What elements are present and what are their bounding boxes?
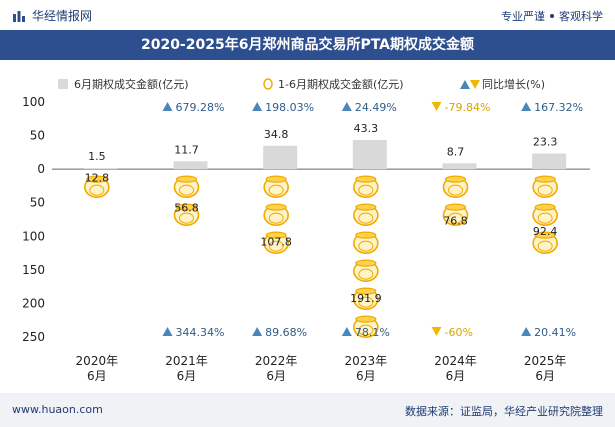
growth-label: -60% [445,326,473,339]
bar-mark [352,140,387,170]
tagline: 专业严谨 客观科学 [501,8,603,24]
footer-source: 数据来源：证监局，华经产业研究院整理 [405,405,603,418]
y-tick-label: 0 [37,162,45,176]
y-tick-label: 150 [22,263,45,277]
growth-label: 78.1% [355,326,390,339]
coin-mark-icon [442,203,469,226]
growth-label: 344.34% [176,326,225,339]
pictorial-value-label: 191.9 [350,292,382,305]
bar-value-label: 43.3 [354,122,379,135]
bar-value-label: 8.7 [447,145,465,158]
legend-bar-swatch [58,79,68,89]
pictorial-value-label: 12.8 [85,172,110,185]
x-tick-label: 6月 [266,369,286,383]
y-axis: 100500501001502002502020年6月2021年6月2022年6… [22,95,590,383]
coin-mark-icon [353,259,379,282]
coin-mark-icon [173,203,200,226]
legend-down-triangle-icon [470,80,480,89]
legend-growth-label: 同比增长(%) [482,77,545,91]
growth-down-triangle-icon [431,327,442,336]
chart-title: 2020-2025年6月郑州商品交易所PTA期权成交金额 [0,30,615,60]
chart-marks: 1.5 12.8 11.7 56.8 679.28% 344.34% 34.8 107.8 19… [83,101,583,339]
chart: 6月期权成交金额(亿元) 1-6月期权成交金额(亿元) 同比增长(%) 100 50 0… [22,77,590,383]
tagline-left: 专业严谨 [501,10,545,23]
growth-up-triangle-icon [341,327,352,336]
tagline-right: 客观科学 [559,10,603,23]
x-tick-label: 6月 [177,369,197,383]
bar-mark [442,163,477,170]
growth-label: 679.28% [176,101,225,114]
bar-mark [173,161,208,170]
growth-up-triangle-icon [162,102,173,111]
coin-mark-icon [353,231,379,254]
footer: www.huaon.com 数据来源：证监局，华经产业研究院整理 [0,393,615,427]
bar-value-label: 23.3 [533,135,558,148]
bar-mark [83,168,118,170]
legend-coin-icon [263,78,273,90]
bar-mark [532,153,567,170]
x-tick-label: 6月 [446,369,466,383]
coin-mark-icon [263,175,289,198]
y-tick-label: 100 [22,95,45,109]
coin-mark-icon [173,175,200,198]
coin-mark-icon [84,175,110,198]
legend-pictorial-label: 1-6月期权成交金额(亿元) [278,77,404,91]
growth-label: 20.41% [534,326,576,339]
pictorial-value-label: 56.8 [174,201,199,214]
bar-mark [263,145,298,170]
coin-mark-icon [263,203,289,226]
y-tick-label: 100 [22,229,45,243]
growth-label: -79.84% [445,101,491,114]
legend: 6月期权成交金额(亿元) 1-6月期权成交金额(亿元) 同比增长(%) [58,77,545,91]
growth-label: 198.03% [265,101,314,114]
coin-mark-icon [353,203,379,226]
footer-site[interactable]: www.huaon.com [12,403,103,416]
x-tick-label: 2025年 [524,354,567,368]
y-tick-label: 50 [30,129,45,143]
pictorial-value-label: 76.8 [443,215,468,228]
top-bar: 华经情报网 专业严谨 客观科学 [0,0,615,30]
growth-label: 89.68% [265,326,307,339]
x-tick-label: 2020年 [76,354,119,368]
coin-mark-icon [532,203,558,226]
growth-label: 167.32% [534,101,583,114]
growth-up-triangle-icon [521,327,532,336]
growth-up-triangle-icon [341,102,352,111]
y-tick-label: 200 [22,296,45,310]
growth-label: 24.49% [355,101,397,114]
x-tick-label: 2023年 [345,354,388,368]
legend-up-triangle-icon [460,80,470,89]
growth-up-triangle-icon [252,327,263,336]
legend-bar-label: 6月期权成交金额(亿元) [74,77,189,91]
pictorial-value-label: 92.4 [533,225,558,238]
separator-dot-icon [550,14,554,18]
coin-mark-icon [353,175,379,198]
brand-name: 华经情报网 [32,9,93,23]
x-tick-label: 2024年 [434,354,477,368]
y-tick-label: 50 [30,196,45,210]
coin-mark-icon [532,231,558,254]
x-tick-label: 6月 [356,369,376,383]
coin-mark-icon [532,175,558,198]
coin-mark-icon [353,287,379,310]
brand-logo-icon [13,10,25,22]
coin-mark-icon [442,175,469,198]
growth-down-triangle-icon [431,102,442,111]
coin-mark-icon [263,231,289,254]
y-tick-label: 250 [22,330,45,344]
bar-value-label: 11.7 [174,143,199,156]
growth-up-triangle-icon [162,327,173,336]
growth-up-triangle-icon [521,102,532,111]
pictorial-value-label: 107.8 [260,236,292,249]
x-tick-label: 6月 [87,369,107,383]
bar-value-label: 1.5 [88,150,106,163]
x-tick-label: 2021年 [165,354,208,368]
x-tick-label: 6月 [535,369,555,383]
brand[interactable]: 华经情报网 [12,7,92,24]
growth-up-triangle-icon [252,102,263,111]
coin-mark-icon [353,315,379,338]
bar-value-label: 34.8 [264,128,289,141]
x-tick-label: 2022年 [255,354,298,368]
